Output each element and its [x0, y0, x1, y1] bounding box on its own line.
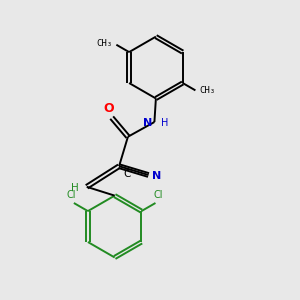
Text: CH₃: CH₃	[199, 86, 215, 95]
Text: N: N	[143, 118, 152, 128]
Text: CH₃: CH₃	[97, 39, 113, 48]
Text: H: H	[161, 118, 168, 128]
Text: Cl: Cl	[153, 190, 163, 200]
Text: C: C	[124, 169, 131, 179]
Text: O: O	[103, 102, 113, 115]
Text: H: H	[71, 183, 79, 193]
Text: N: N	[152, 172, 161, 182]
Text: Cl: Cl	[67, 190, 76, 200]
